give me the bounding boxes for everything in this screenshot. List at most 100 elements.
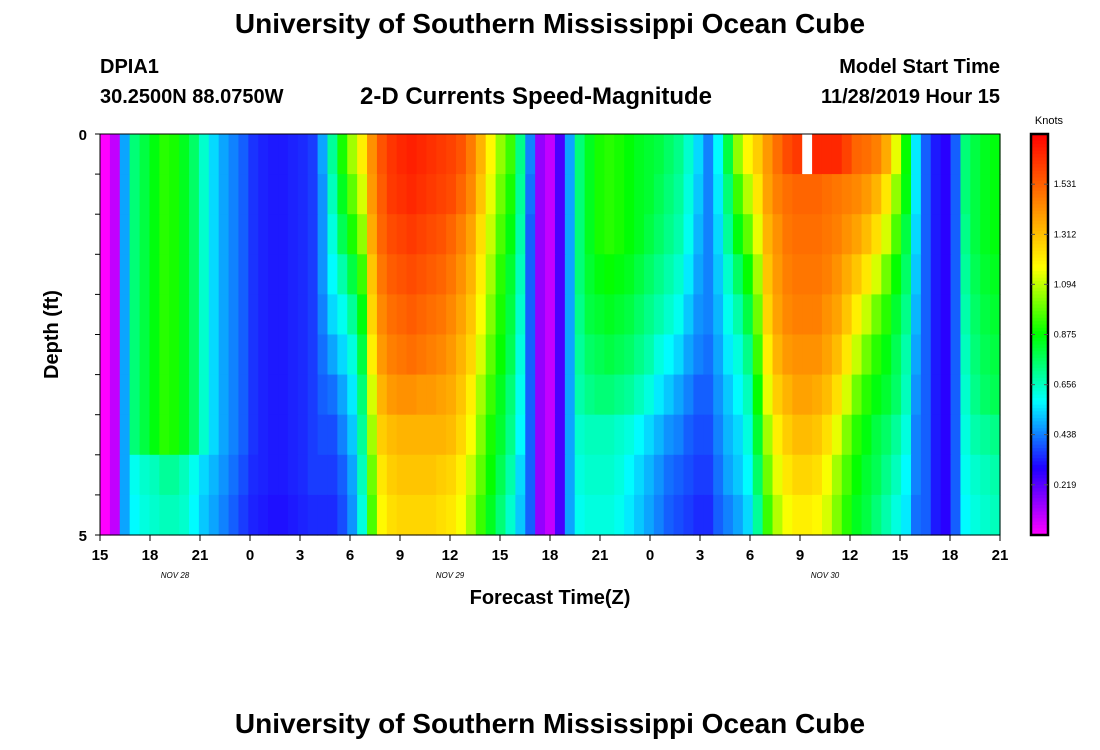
- heatmap-cell: [218, 374, 230, 416]
- heatmap-cell: [990, 294, 1001, 336]
- heatmap-cell: [653, 374, 665, 416]
- heatmap-cell: [564, 494, 576, 536]
- heatmap-cell: [426, 294, 437, 336]
- heatmap-cell: [683, 494, 695, 536]
- heatmap-cell: [189, 374, 200, 416]
- heatmap-cell: [100, 294, 111, 336]
- heatmap-cell: [891, 174, 902, 215]
- heatmap-cell: [208, 174, 220, 215]
- heatmap-cell: [367, 294, 378, 336]
- heatmap-cell: [278, 214, 289, 255]
- heatmap-cell: [614, 254, 625, 295]
- heatmap-cell: [634, 294, 645, 336]
- heatmap-cell: [782, 294, 793, 336]
- heatmap-cell: [742, 374, 754, 416]
- heatmap-cell: [901, 134, 912, 175]
- heatmap-cell: [643, 494, 655, 536]
- heatmap-cell: [129, 174, 141, 215]
- colorbar-band: [1031, 187, 1048, 192]
- heatmap-cell: [634, 134, 645, 175]
- heatmap-cell: [169, 294, 180, 336]
- heatmap-cell: [564, 414, 576, 456]
- heatmap-cell: [248, 454, 259, 496]
- heatmap-cell: [347, 294, 358, 336]
- heatmap-cell: [278, 414, 289, 456]
- heatmap-cell: [742, 214, 754, 255]
- heatmap-cell: [891, 334, 902, 376]
- heatmap-cell: [910, 454, 922, 496]
- heatmap-cell: [792, 254, 803, 295]
- heatmap-cell: [198, 134, 210, 175]
- heatmap-cell: [574, 374, 586, 416]
- heatmap-cell: [317, 334, 329, 376]
- heatmap-cell: [208, 374, 220, 416]
- heatmap-cell: [584, 374, 596, 416]
- heatmap-cell: [436, 334, 447, 376]
- heatmap-cell: [653, 134, 665, 175]
- heatmap-cell: [208, 134, 220, 175]
- heatmap-cell: [149, 294, 160, 336]
- colorbar-band: [1031, 307, 1048, 312]
- footer-title: University of Southern Mississippi Ocean…: [234, 708, 866, 739]
- heatmap-cell: [693, 134, 704, 175]
- colorbar-band: [1031, 401, 1048, 406]
- heatmap-cell: [594, 294, 605, 336]
- heatmap-cell: [465, 174, 477, 215]
- heatmap-cell: [218, 174, 230, 215]
- heatmap-cell: [119, 494, 131, 536]
- x-tick-label: 21: [992, 547, 1009, 564]
- heatmap-cell: [713, 374, 724, 416]
- heatmap-cell: [278, 494, 289, 536]
- heatmap-cell: [525, 414, 536, 456]
- heatmap-cell: [218, 254, 230, 295]
- heatmap-cell: [772, 454, 784, 496]
- heatmap-cell: [515, 414, 526, 456]
- heatmap-cell: [218, 294, 230, 336]
- heatmap-cell: [475, 294, 487, 336]
- heatmap-cell: [960, 334, 971, 376]
- heatmap-cell: [327, 174, 338, 215]
- heatmap-cell: [930, 494, 942, 536]
- heatmap-cell: [950, 454, 962, 496]
- colorbar-band: [1031, 521, 1048, 526]
- heatmap-cell: [505, 454, 516, 496]
- y-tick-label: 5: [79, 528, 87, 545]
- heatmap-cell: [980, 294, 991, 336]
- heatmap-cell: [446, 334, 457, 376]
- heatmap-cell: [317, 214, 329, 255]
- heatmap-cell: [851, 214, 863, 255]
- heatmap-cell: [248, 174, 259, 215]
- heatmap-cell: [772, 294, 784, 336]
- heatmap-cell: [515, 254, 526, 295]
- heatmap-cell: [109, 494, 121, 536]
- colorbar-band: [1031, 387, 1048, 392]
- heatmap-cell: [861, 454, 873, 496]
- heatmap-cell: [307, 334, 319, 376]
- heatmap-cell: [100, 374, 111, 416]
- heatmap-cell: [841, 414, 853, 456]
- heatmap-cell: [535, 174, 546, 215]
- heatmap-cell: [456, 174, 467, 215]
- heatmap-cell: [159, 414, 170, 456]
- colorbar-tick-label: 0.875: [1054, 330, 1077, 340]
- heatmap-cell: [109, 254, 121, 295]
- heatmap-cell: [881, 174, 892, 215]
- heatmap-cell: [861, 414, 873, 456]
- heatmap-cell: [564, 334, 576, 376]
- heatmap-cell: [643, 254, 655, 295]
- heatmap-cell: [287, 454, 299, 496]
- colorbar-tick-label: 0.219: [1054, 480, 1077, 490]
- heatmap-cell: [446, 374, 457, 416]
- heatmap-cell: [396, 214, 408, 255]
- heatmap-cell: [920, 134, 932, 175]
- heatmap-cell: [535, 214, 546, 255]
- heatmap-cell: [752, 494, 764, 536]
- x-tick-label: 0: [646, 547, 654, 564]
- heatmap-cell: [436, 454, 447, 496]
- heatmap-cell: [723, 374, 734, 416]
- colorbar-band: [1031, 448, 1048, 452]
- heatmap-cell: [357, 174, 368, 215]
- heatmap-cell: [465, 214, 477, 255]
- heatmap-cell: [891, 454, 902, 496]
- heatmap-cell: [129, 254, 141, 295]
